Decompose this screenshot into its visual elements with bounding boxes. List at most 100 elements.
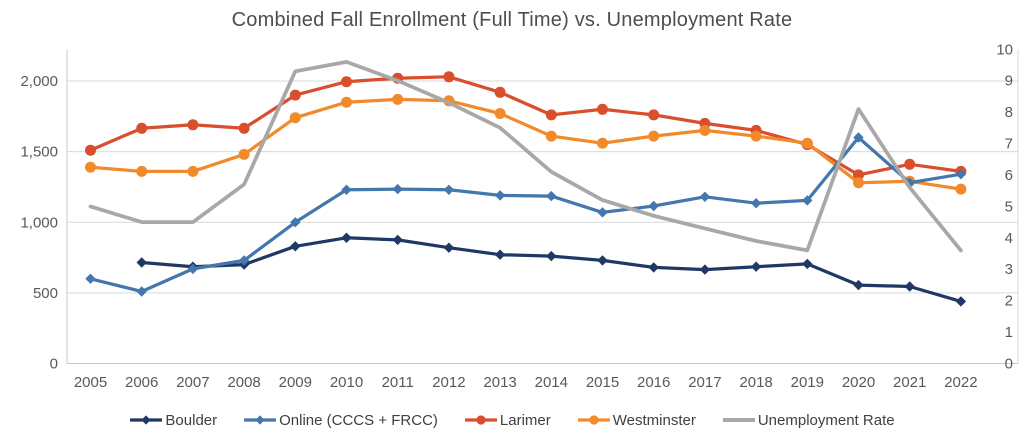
series-marker-online-cccs-frcc <box>392 183 403 195</box>
right-axis-tick: 4 <box>1005 230 1013 247</box>
series-marker-online-cccs-frcc <box>443 184 455 195</box>
series-marker-online-cccs-frcc <box>802 195 813 206</box>
legend-label: Unemployment Rate <box>757 411 895 429</box>
left-axis-tick: 1,500 <box>20 144 58 161</box>
x-axis-label: 2009 <box>279 374 312 391</box>
x-axis-label: 2006 <box>125 374 158 391</box>
legend-label: Online (CCCS + FRCC) <box>279 411 438 429</box>
series-marker-boulder <box>699 264 711 275</box>
x-axis-label: 2012 <box>432 374 465 391</box>
x-axis-label: 2018 <box>739 374 772 391</box>
series-marker-online-cccs-frcc <box>699 191 711 202</box>
left-axis-tick: 500 <box>33 285 58 302</box>
series-line-westminster <box>88 97 963 191</box>
series-marker-boulder <box>802 258 813 270</box>
series-marker-westminster <box>853 177 864 189</box>
x-axis-label: 2015 <box>586 374 619 391</box>
series-marker-boulder <box>597 255 608 266</box>
series-marker-boulder <box>341 232 352 243</box>
series-marker-westminster <box>750 130 762 142</box>
series-marker-boulder <box>392 234 403 246</box>
legend-item-online-cccs-frcc: Online (CCCS + FRCC) <box>243 412 438 429</box>
series-marker-online-cccs-frcc <box>238 255 250 266</box>
right-axis-tick: 1 <box>1005 324 1013 341</box>
series-marker-boulder <box>443 242 455 253</box>
x-axis-label: 2014 <box>535 374 568 391</box>
x-axis-label: 2019 <box>791 374 824 391</box>
legend-item-larimer: Larimer <box>464 412 551 429</box>
series-marker-larimer <box>85 144 96 156</box>
legend-label: Westminster <box>612 411 696 429</box>
right-axis-tick: 3 <box>1005 261 1013 278</box>
series-marker-westminster <box>648 130 660 142</box>
x-axis-label: 2011 <box>382 374 414 391</box>
x-axis-label: 2022 <box>944 374 977 391</box>
series-marker-larimer <box>494 86 506 98</box>
series-marker-larimer <box>648 109 660 121</box>
legend-label: Boulder <box>165 411 218 429</box>
x-axis-label: 2010 <box>330 374 363 391</box>
x-axis-label: 2020 <box>842 374 875 391</box>
legend-marker-online-cccs-frcc-icon <box>244 415 277 425</box>
series-marker-boulder <box>648 262 659 273</box>
series-marker-larimer <box>904 158 916 170</box>
series-marker-larimer <box>597 103 608 115</box>
series-marker-larimer <box>289 89 301 101</box>
series-marker-westminster <box>187 165 199 177</box>
series-marker-westminster <box>341 96 352 108</box>
x-axis-label: 2021 <box>893 374 926 391</box>
series-marker-online-cccs-frcc <box>341 184 352 195</box>
series-marker-westminster <box>136 165 148 177</box>
series-marker-online-cccs-frcc <box>597 207 608 218</box>
series-marker-boulder <box>546 250 557 262</box>
series-marker-online-cccs-frcc <box>494 190 506 201</box>
series-marker-online-cccs-frcc <box>290 217 301 228</box>
series-marker-larimer <box>545 109 557 121</box>
x-axis-label: 2013 <box>483 374 516 391</box>
x-axis-label: 2017 <box>688 374 721 391</box>
right-axis-tick: 9 <box>1005 73 1013 90</box>
legend-marker-larimer-icon <box>464 415 497 425</box>
legend-label: Larimer <box>499 411 551 429</box>
series-marker-westminster <box>392 93 404 105</box>
series-marker-online-cccs-frcc <box>546 190 557 202</box>
series-marker-boulder <box>494 249 506 260</box>
right-axis-tick: 7 <box>1005 136 1013 153</box>
right-axis-tick: 5 <box>1005 198 1013 215</box>
series-marker-boulder <box>955 296 967 307</box>
series-marker-online-cccs-frcc <box>136 286 147 297</box>
legend-marker-westminster-icon <box>577 415 610 425</box>
x-axis-label: 2016 <box>637 374 670 391</box>
left-axis-tick: 0 <box>50 356 58 373</box>
legend-marker-unemployment-rate-icon <box>722 418 755 422</box>
series-marker-boulder <box>750 261 762 272</box>
series-marker-boulder <box>904 281 915 292</box>
chart-title: Combined Fall Enrollment (Full Time) vs.… <box>231 9 793 31</box>
series-marker-westminster <box>801 137 813 149</box>
x-axis-label: 2007 <box>176 374 209 391</box>
legend-marker-boulder-icon <box>130 415 163 425</box>
right-axis-tick: 8 <box>1005 104 1013 121</box>
series-marker-larimer <box>341 76 352 88</box>
series-marker-westminster <box>597 137 608 149</box>
series-marker-online-cccs-frcc <box>187 263 199 275</box>
series-marker-online-cccs-frcc <box>853 132 864 143</box>
series-marker-online-cccs-frcc <box>955 169 967 180</box>
left-axis-tick: 1,000 <box>20 214 58 231</box>
right-axis-tick: 0 <box>1005 356 1013 373</box>
series-marker-westminster <box>955 183 967 195</box>
series-marker-westminster <box>289 112 301 124</box>
series-marker-larimer <box>853 169 864 181</box>
series-line-boulder <box>140 236 963 304</box>
legend-item-westminster: Westminster <box>577 412 696 429</box>
series-marker-online-cccs-frcc <box>904 177 915 188</box>
x-axis-label: 2008 <box>227 374 260 391</box>
legend-item-boulder: Boulder <box>129 412 217 429</box>
legend-item-unemployment-rate: Unemployment Rate <box>722 412 895 429</box>
series-marker-boulder <box>290 241 301 252</box>
series-marker-online-cccs-frcc <box>85 273 96 284</box>
right-axis-tick: 6 <box>1005 167 1013 184</box>
series-marker-westminster <box>699 124 711 136</box>
right-axis-tick: 2 <box>1005 293 1013 310</box>
series-marker-larimer <box>187 119 199 131</box>
